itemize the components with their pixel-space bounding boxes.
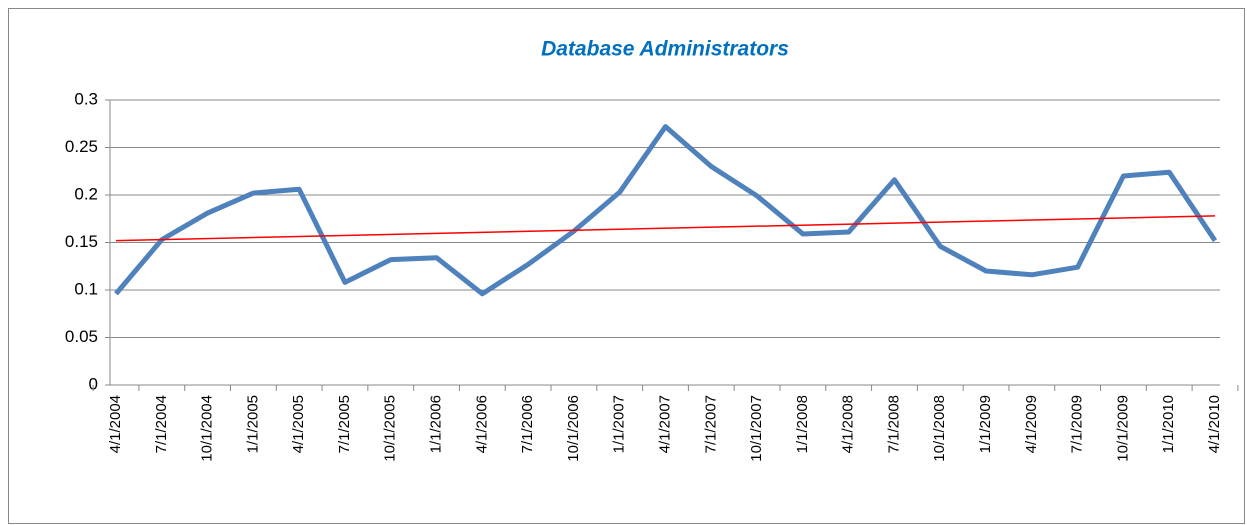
x-tick-label: 4/1/2010 bbox=[1206, 395, 1223, 453]
x-tick-label: 4/1/2006 bbox=[473, 395, 490, 453]
x-tick-label: 7/1/2009 bbox=[1069, 395, 1086, 453]
x-tick-label: 10/1/2009 bbox=[1114, 395, 1131, 462]
x-tick-label: 7/1/2007 bbox=[702, 395, 719, 453]
y-tick-label: 0 bbox=[89, 374, 98, 393]
chart-frame bbox=[8, 8, 1245, 524]
x-tick-label: 4/1/2007 bbox=[656, 395, 673, 453]
x-tick-label: 10/1/2007 bbox=[748, 395, 765, 462]
x-tick-label: 10/1/2005 bbox=[382, 395, 399, 462]
y-tick-label: 0.25 bbox=[65, 137, 98, 156]
y-tick-label: 0.3 bbox=[74, 89, 98, 108]
x-tick-label: 4/1/2005 bbox=[290, 395, 307, 453]
x-tick-label: 4/1/2009 bbox=[1023, 395, 1040, 453]
x-tick-label: 1/1/2008 bbox=[794, 395, 811, 453]
y-tick-label: 0.1 bbox=[74, 279, 98, 298]
x-tick-label: 7/1/2006 bbox=[519, 395, 536, 453]
x-tick-label: 1/1/2010 bbox=[1160, 395, 1177, 453]
x-tick-label: 10/1/2006 bbox=[565, 395, 582, 462]
x-tick-label: 1/1/2009 bbox=[977, 395, 994, 453]
x-tick-label: 4/1/2008 bbox=[840, 395, 857, 453]
y-tick-label: 0.15 bbox=[65, 232, 98, 251]
y-tick-label: 0.2 bbox=[74, 184, 98, 203]
x-tick-label: 7/1/2008 bbox=[885, 395, 902, 453]
trendline bbox=[115, 215, 1216, 242]
x-tick-label: 10/1/2004 bbox=[199, 395, 216, 462]
x-tick-label: 7/1/2005 bbox=[336, 395, 353, 453]
chart-title: Database Administrators bbox=[541, 38, 789, 61]
x-tick-label: 7/1/2004 bbox=[153, 395, 170, 453]
x-tick-label: 4/1/2004 bbox=[107, 395, 124, 453]
x-tick-label: 10/1/2008 bbox=[931, 395, 948, 462]
line-series bbox=[114, 124, 1218, 297]
x-tick-label: 1/1/2006 bbox=[428, 395, 445, 453]
y-tick-label: 0.05 bbox=[65, 327, 98, 346]
x-tick-label: 1/1/2007 bbox=[611, 395, 628, 453]
x-tick-label: 1/1/2005 bbox=[244, 395, 261, 453]
